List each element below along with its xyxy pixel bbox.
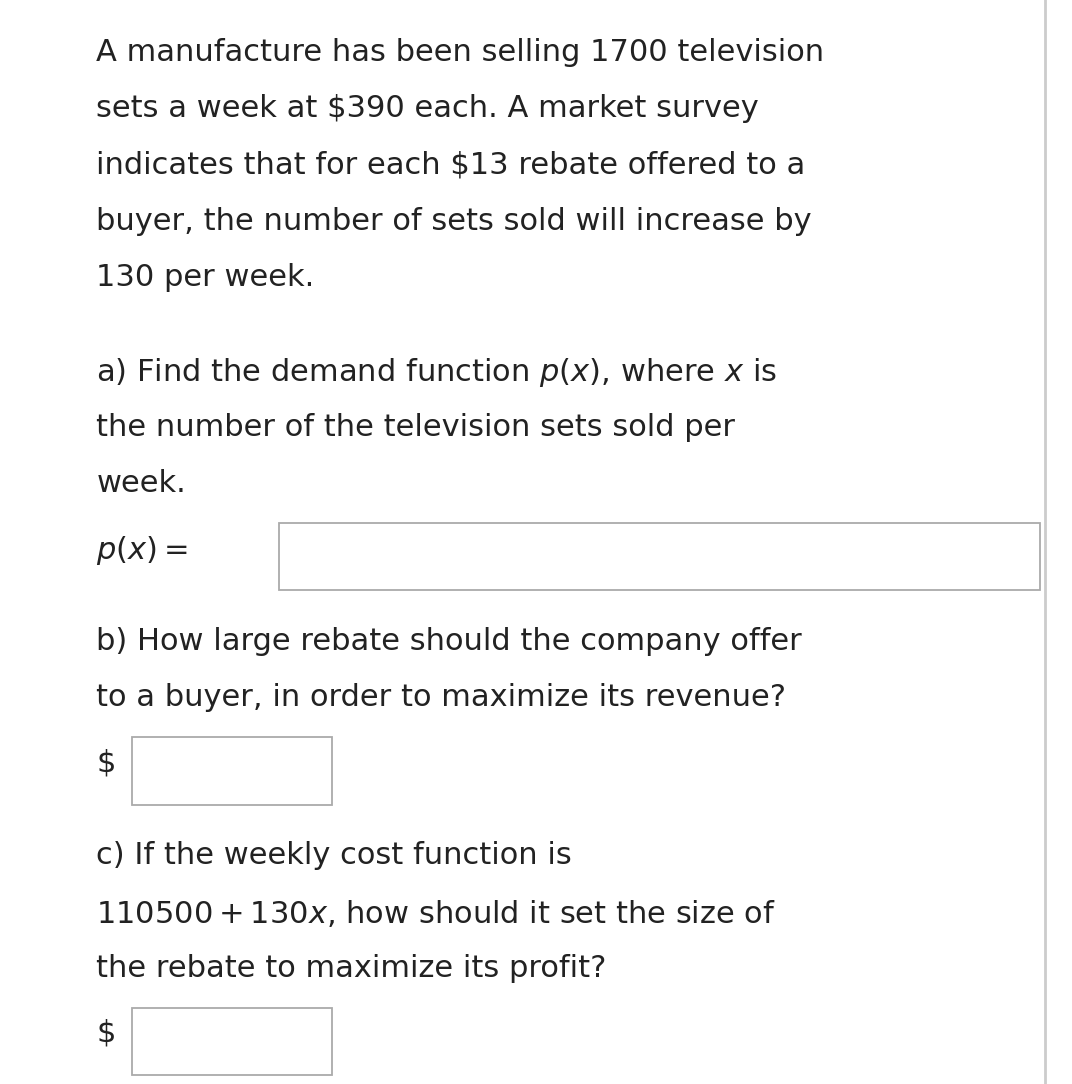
Text: buyer, the number of sets sold will increase by: buyer, the number of sets sold will incr… [96,207,813,236]
Text: b) How large rebate should the company offer: b) How large rebate should the company o… [96,627,802,656]
Text: $110500 + 130x$, how should it set the size of: $110500 + 130x$, how should it set the s… [96,898,776,929]
Text: sets a week at $390 each. A market survey: sets a week at $390 each. A market surve… [96,94,759,124]
Text: the rebate to maximize its profit?: the rebate to maximize its profit? [96,954,607,983]
Text: to a buyer, in order to maximize its revenue?: to a buyer, in order to maximize its rev… [96,683,787,712]
Text: A manufacture has been selling 1700 television: A manufacture has been selling 1700 tele… [96,38,824,67]
Text: $: $ [96,1019,116,1048]
Text: 130 per week.: 130 per week. [96,263,315,293]
Text: the number of the television sets sold per: the number of the television sets sold p… [96,413,735,442]
Text: week.: week. [96,469,187,499]
FancyBboxPatch shape [132,1008,332,1075]
FancyBboxPatch shape [279,524,1040,591]
Text: a) Find the demand function $p(x)$, where $x$ is: a) Find the demand function $p(x)$, wher… [96,357,777,389]
Text: indicates that for each $13 rebate offered to a: indicates that for each $13 rebate offer… [96,151,806,180]
Text: $: $ [96,748,116,777]
Text: $p(x) =$: $p(x) =$ [96,534,188,567]
FancyBboxPatch shape [132,737,332,804]
Text: c) If the weekly cost function is: c) If the weekly cost function is [96,841,572,870]
